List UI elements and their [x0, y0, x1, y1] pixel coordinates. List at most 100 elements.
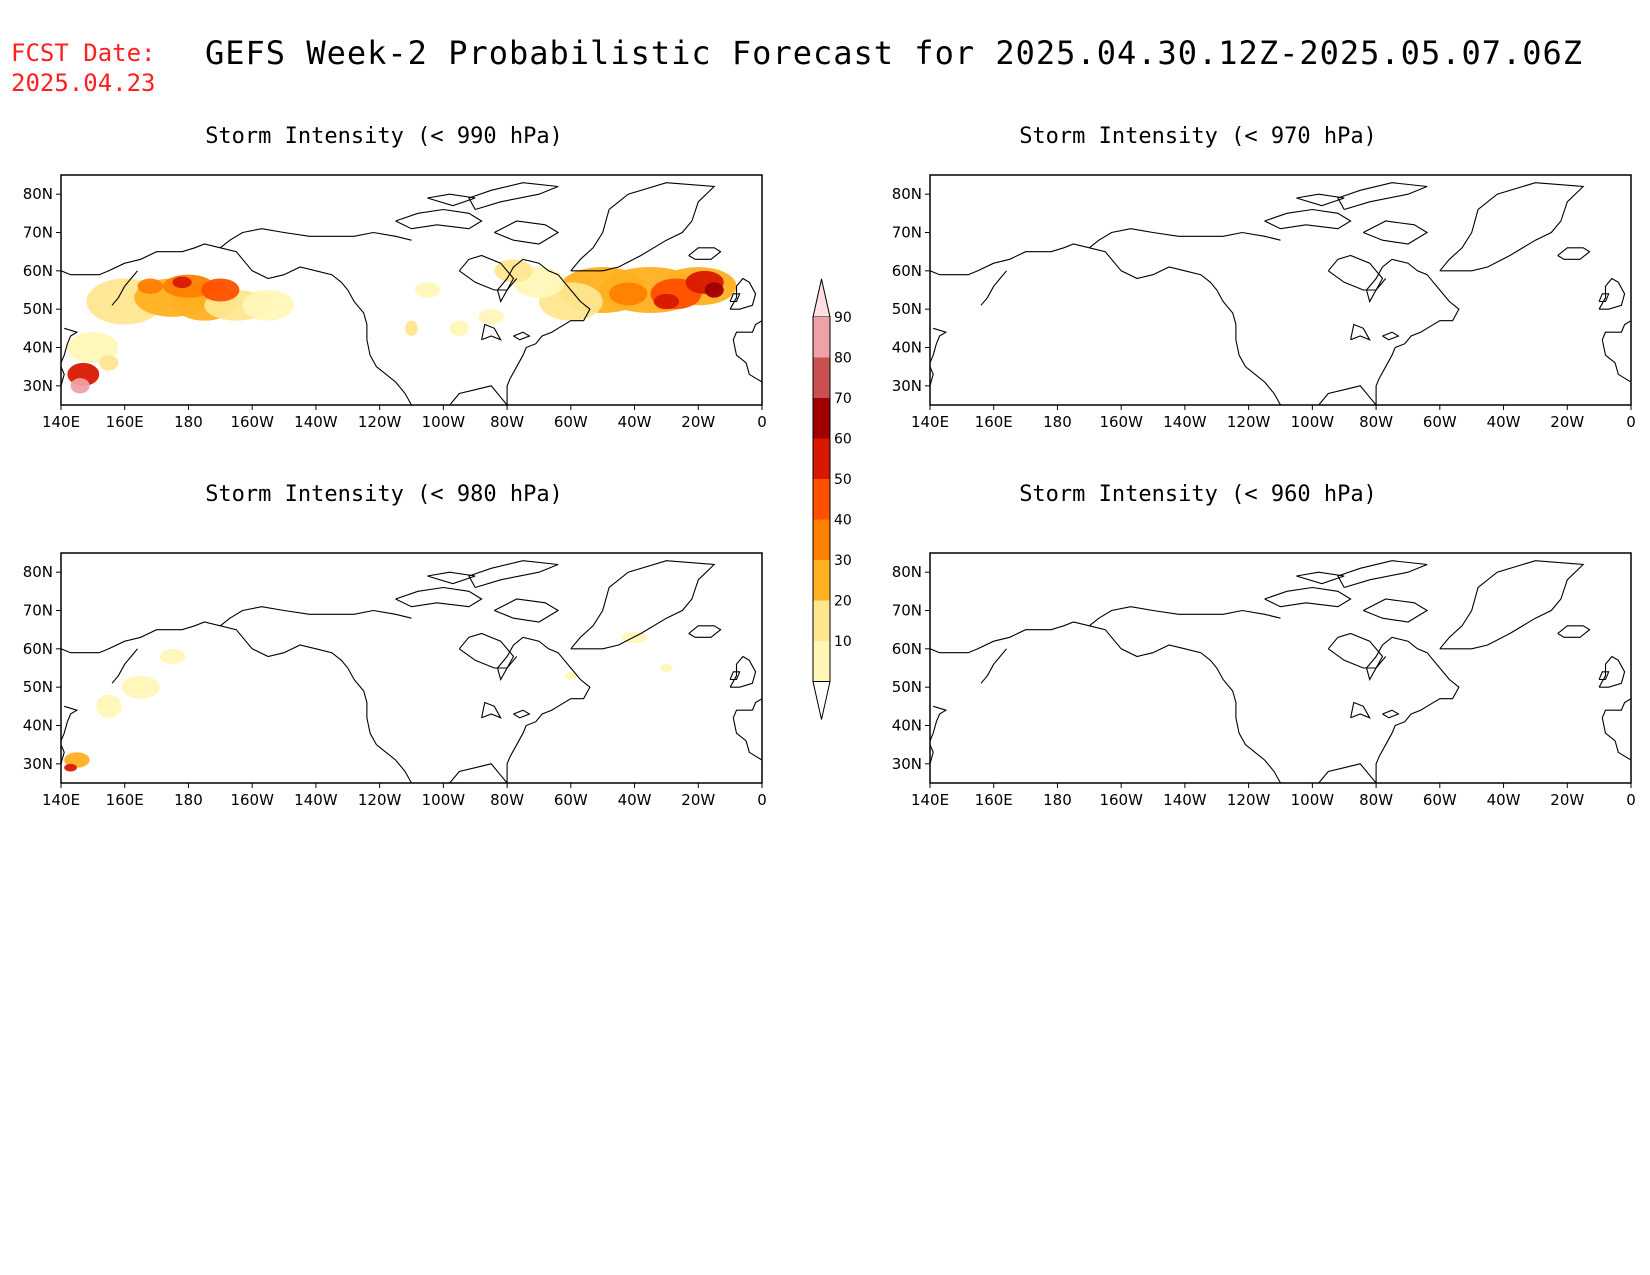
x-tick-label: 160E: [106, 413, 144, 431]
x-tick-label: 160W: [230, 791, 274, 809]
panel-title-960: Storm Intensity (< 960 hPa): [1019, 482, 1377, 507]
x-tick-label: 40W: [618, 791, 652, 809]
x-tick-label: 20W: [681, 413, 715, 431]
x-tick-label: 0: [1626, 413, 1636, 431]
colorbar-segment: [813, 641, 830, 682]
y-tick-label: 50N: [892, 678, 922, 696]
coastline: [930, 744, 934, 764]
probability-shade: [494, 259, 533, 283]
coastline: [61, 705, 79, 742]
coastline: [745, 740, 762, 761]
colorbar: 10 20 30 40 50 60 70 80 90: [812, 278, 852, 720]
coastline: [61, 621, 221, 654]
coastline: [1264, 586, 1352, 608]
y-tick-label: 60N: [892, 640, 922, 658]
coastline: [496, 258, 591, 405]
x-tick-label: 120W: [358, 413, 402, 431]
y-tick-label: 70N: [23, 602, 53, 620]
forecast-date-block: FCST Date: 2025.04.23: [11, 38, 156, 98]
coastline: [1350, 323, 1371, 341]
y-tick-label: 60N: [23, 262, 53, 280]
probability-shade: [653, 293, 680, 310]
coastline: [1382, 331, 1400, 341]
y-tick-label: 60N: [23, 640, 53, 658]
x-tick-label: 40W: [1487, 413, 1521, 431]
coastline: [1296, 571, 1345, 585]
coastline: [61, 327, 79, 364]
x-tick-label: 140E: [42, 791, 80, 809]
panel-title-970: Storm Intensity (< 970 hPa): [1019, 124, 1377, 149]
coastline: [1557, 625, 1591, 638]
y-tick-label: 40N: [892, 339, 922, 357]
probability-shade: [704, 282, 724, 298]
x-tick-label: 180: [1043, 791, 1072, 809]
coastline: [61, 744, 65, 764]
colorbar-label: 40: [834, 513, 852, 529]
coastline: [458, 254, 515, 291]
coastline: [930, 243, 1090, 276]
probability-shade: [121, 675, 160, 699]
coastline: [1365, 258, 1460, 405]
coastline: [1363, 598, 1429, 623]
map-panel-2: 140E 160E 180 160W 140W 120W 100W 80W 60W 40W 20W 0…: [23, 552, 767, 809]
coastline: [220, 247, 412, 405]
coastline: [1318, 763, 1377, 783]
coastline: [1337, 560, 1428, 589]
coastline: [395, 208, 483, 230]
y-tick-label: 50N: [23, 678, 53, 696]
colorbar-segment: [813, 398, 830, 439]
coastline: [732, 698, 762, 742]
map-frame: [929, 174, 1632, 406]
x-tick-label: 60W: [1423, 791, 1457, 809]
coastline: [570, 182, 716, 272]
coastline: [1601, 320, 1631, 364]
coastline: [395, 586, 483, 608]
coastline: [219, 606, 412, 627]
y-tick-label: 70N: [892, 224, 922, 242]
coastline: [1296, 193, 1345, 207]
coastline: [427, 571, 476, 585]
coastline: [732, 320, 762, 364]
y-tick-label: 30N: [23, 755, 53, 773]
x-tick-label: 140W: [1163, 791, 1207, 809]
map-panel-1: 140E 160E 180 160W 140W 120W 100W 80W 60W 40W 20W 0…: [892, 174, 1636, 431]
coastline: [1318, 385, 1377, 405]
colorbar-label: 50: [834, 472, 852, 488]
coastline: [930, 327, 948, 364]
probability-shade: [478, 309, 504, 325]
y-tick-label: 80N: [892, 563, 922, 581]
probability-shade: [67, 332, 119, 363]
x-tick-label: 120W: [1227, 791, 1271, 809]
y-tick-label: 30N: [892, 377, 922, 395]
coastline: [930, 705, 948, 742]
x-tick-label: 160W: [1099, 413, 1143, 431]
y-tick-label: 40N: [23, 339, 53, 357]
coastline: [688, 625, 722, 638]
coastline: [496, 636, 591, 783]
probability-shade: [64, 752, 90, 768]
x-tick-label: 160E: [975, 791, 1013, 809]
coastline: [449, 763, 508, 783]
coastline: [1557, 247, 1591, 260]
colorbar-label: 90: [834, 310, 852, 326]
probability-shade: [405, 320, 418, 337]
x-tick-label: 160E: [106, 791, 144, 809]
x-tick-label: 80W: [1359, 413, 1393, 431]
coastline: [468, 182, 559, 211]
coastline: [1363, 220, 1429, 245]
coastline: [1089, 247, 1281, 405]
coastline: [513, 331, 531, 341]
y-tick-label: 40N: [23, 717, 53, 735]
colorbar-label: 60: [834, 432, 852, 448]
x-tick-label: 100W: [1291, 413, 1335, 431]
y-tick-label: 50N: [23, 300, 53, 318]
panel-title-980: Storm Intensity (< 980 hPa): [205, 482, 563, 507]
x-tick-label: 60W: [554, 413, 588, 431]
x-tick-label: 0: [1626, 791, 1636, 809]
x-tick-label: 160E: [975, 413, 1013, 431]
probability-shade: [96, 694, 122, 718]
map-frame: [60, 552, 763, 784]
x-tick-label: 100W: [422, 791, 466, 809]
colorbar-label: 20: [834, 594, 852, 610]
x-tick-label: 180: [174, 791, 203, 809]
